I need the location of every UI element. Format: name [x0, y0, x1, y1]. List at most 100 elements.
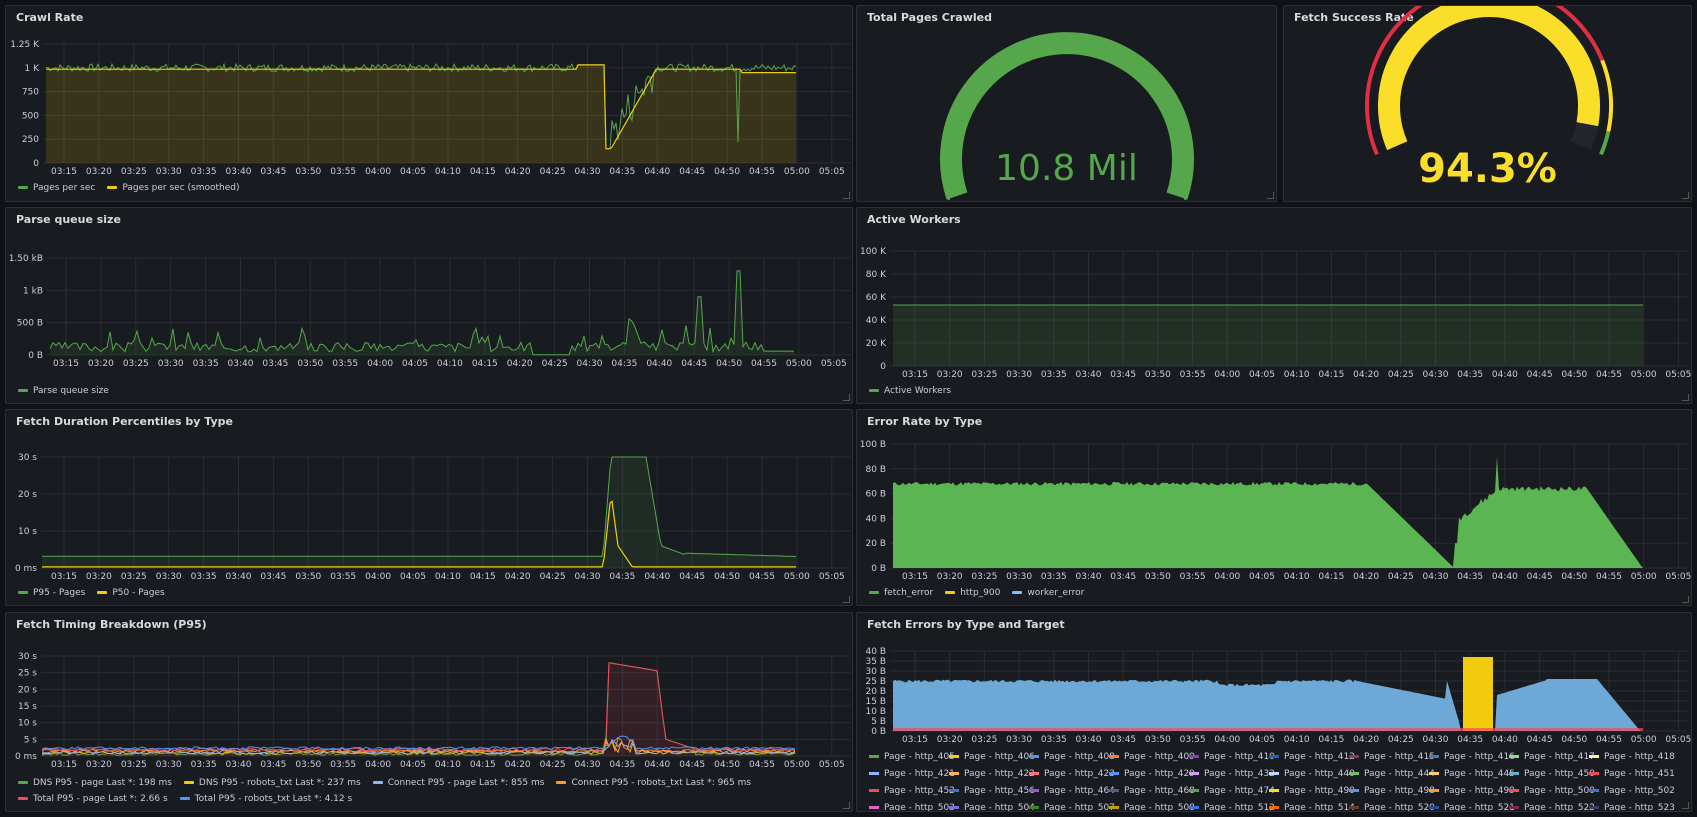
resize-handle[interactable] [1682, 394, 1689, 401]
legend-item[interactable]: Page - http_522 [1509, 800, 1595, 811]
legend-item[interactable]: Page - http_498 [1349, 783, 1435, 800]
panel-title[interactable]: Fetch Timing Breakdown (P95) [16, 618, 207, 631]
legend-item[interactable]: Page - http_416 [1429, 749, 1515, 766]
legend-swatch [1509, 789, 1519, 792]
legend-item[interactable]: Active Workers [869, 386, 951, 396]
resize-handle[interactable] [1682, 596, 1689, 603]
legend-label: Page - http_423 [1044, 769, 1115, 779]
legend-item[interactable]: Pages per sec [18, 183, 95, 193]
x-tick-label: 03:40 [1076, 370, 1102, 380]
legend-item[interactable]: Page - http_514 [1269, 800, 1355, 811]
legend-item[interactable]: DNS P95 - page Last *: 198 ms [18, 775, 172, 791]
legend-item[interactable]: Page - http_417 [1509, 749, 1595, 766]
legend-item[interactable]: Page - http_412 [1269, 749, 1355, 766]
legend-item[interactable]: Page - http_468 [1109, 783, 1195, 800]
panel-crawl-rate[interactable]: Crawl Rate 0 250 500 750 1 K 1.25 K 03:15 03:20… [5, 5, 853, 202]
panel-title[interactable]: Active Workers [867, 213, 961, 226]
x-tick-label: 04:55 [751, 359, 777, 369]
resize-handle[interactable] [1682, 802, 1689, 809]
panel-error-rate[interactable]: Error Rate by Type 0 B 20 B 40 B 60 B 80 B 10… [856, 409, 1692, 606]
legend-item[interactable]: Page - http_415 [1349, 749, 1435, 766]
legend-item[interactable]: Page - http_499 [1429, 783, 1515, 800]
legend-item[interactable]: Page - http_508 [1109, 800, 1195, 811]
legend-swatch [1589, 772, 1599, 775]
legend-item[interactable]: Page - http_500 [1509, 783, 1595, 800]
legend-item[interactable]: Page - http_408 [1029, 749, 1115, 766]
legend-label: Page - http_412 [1284, 752, 1355, 762]
legend-item[interactable]: Page - http_440 [1269, 766, 1355, 783]
legend-item[interactable]: DNS P95 - robots_txt Last *: 237 ms [183, 775, 361, 791]
legend-item[interactable]: Page - http_423 [1029, 766, 1115, 783]
resize-handle[interactable] [843, 802, 850, 809]
legend-label: Page - http_406 [964, 752, 1035, 762]
legend-item[interactable]: Total P95 - page Last *: 2.66 s [18, 791, 168, 807]
panel-active-workers[interactable]: Active Workers 0 20 K 40 K 60 K 80 K 100 K 03:… [856, 207, 1692, 404]
panel-title[interactable]: Total Pages Crawled [867, 11, 992, 24]
fetch-timing-chart: 0 ms 5 s 10 s 15 s 20 s 25 s 30 s 03:15 03:20 03:… [15, 652, 851, 770]
panel-title[interactable]: Error Rate by Type [867, 415, 983, 428]
legend-item[interactable]: Page - http_504 [949, 800, 1035, 811]
x-tick-label: 03:55 [332, 359, 358, 369]
x-tick-label: 04:30 [575, 572, 601, 582]
panel-parse-queue[interactable]: Parse queue size 0 B 500 B 1 kB 1.50 kB 03:1… [5, 207, 853, 404]
panel-title[interactable]: Fetch Success Rate [1294, 11, 1414, 24]
legend-item[interactable]: Page - http_418 [1589, 749, 1675, 766]
legend-item[interactable]: Page - http_451 [1589, 766, 1675, 783]
legend-item[interactable]: Page - http_422 [949, 766, 1035, 783]
legend-item[interactable]: Total P95 - robots_txt Last *: 4.12 s [179, 791, 352, 807]
legend-item[interactable]: Connect P95 - page Last *: 855 ms [372, 775, 544, 791]
legend-item[interactable]: Page - http_444 [1349, 766, 1435, 783]
panel-title[interactable]: Fetch Duration Percentiles by Type [16, 415, 233, 428]
legend-label: Page - http_452 [884, 786, 955, 796]
legend-item[interactable]: Page - http_405 [869, 749, 955, 766]
legend-item[interactable]: Page - http_456 [949, 783, 1035, 800]
panel-fetch-success[interactable]: Fetch Success Rate 94.3% [1283, 5, 1692, 202]
legend-item[interactable]: P95 - Pages [18, 588, 85, 598]
legend-label: DNS P95 - page Last *: 198 ms [33, 778, 172, 788]
legend-item[interactable]: Page - http_452 [869, 783, 955, 800]
legend-item[interactable]: Connect P95 - robots_txt Last *: 965 ms [556, 775, 751, 791]
x-tick-label: 04:20 [1353, 572, 1379, 582]
resize-handle[interactable] [843, 192, 850, 199]
legend-item[interactable]: P50 - Pages [97, 588, 165, 598]
resize-handle[interactable] [1267, 192, 1274, 199]
x-tick-label: 05:00 [784, 167, 810, 177]
legend-item[interactable]: Page - http_507 [1029, 800, 1115, 811]
legend-item[interactable]: fetch_error [869, 588, 933, 598]
legend-item[interactable]: Page - http_432 [1189, 766, 1275, 783]
legend-item[interactable]: Page - http_523 [1589, 800, 1675, 811]
legend-item[interactable]: Page - http_502 [1589, 783, 1675, 800]
panel-total-pages[interactable]: Total Pages Crawled 10.8 Mil [856, 5, 1277, 202]
legend-item[interactable]: Page - http_520 [1349, 800, 1435, 811]
panel-title[interactable]: Parse queue size [16, 213, 121, 226]
resize-handle[interactable] [843, 596, 850, 603]
x-tick-label: 03:35 [1041, 735, 1067, 745]
legend-item[interactable]: Page - http_409 [1109, 749, 1195, 766]
x-tick-label: 03:55 [1180, 735, 1206, 745]
resize-handle[interactable] [843, 394, 850, 401]
legend-item[interactable]: Page - http_464 [1029, 783, 1115, 800]
legend-item[interactable]: Page - http_429 [1109, 766, 1195, 783]
panel-fetch-timing[interactable]: Fetch Timing Breakdown (P95) 0 ms 5 s 10 s… [5, 612, 853, 812]
legend-item[interactable]: Page - http_450 [1509, 766, 1595, 783]
legend-item[interactable]: Page - http_421 [869, 766, 955, 783]
legend-item[interactable]: Pages per sec (smoothed) [107, 183, 240, 193]
legend-item[interactable]: Page - http_490 [1269, 783, 1355, 800]
legend-item[interactable]: Page - http_445 [1429, 766, 1515, 783]
resize-handle[interactable] [1682, 192, 1689, 199]
legend-item[interactable]: Page - http_503 [869, 800, 955, 811]
legend-item[interactable]: worker_error [1012, 588, 1084, 598]
panel-title[interactable]: Fetch Errors by Type and Target [867, 618, 1065, 631]
legend-item[interactable]: Page - http_410 [1189, 749, 1275, 766]
legend-item[interactable]: Parse queue size [18, 386, 109, 396]
panel-fetch-duration[interactable]: Fetch Duration Percentiles by Type 0 ms 1… [5, 409, 853, 606]
legend-item[interactable]: Page - http_521 [1429, 800, 1515, 811]
legend-swatch [18, 797, 28, 800]
x-tick-label: 04:50 [714, 760, 740, 770]
legend-item[interactable]: Page - http_406 [949, 749, 1035, 766]
panel-title[interactable]: Crawl Rate [16, 11, 84, 24]
legend-item[interactable]: Page - http_474 [1189, 783, 1275, 800]
legend-item[interactable]: Page - http_512 [1189, 800, 1275, 811]
legend-item[interactable]: http_900 [945, 588, 1000, 598]
